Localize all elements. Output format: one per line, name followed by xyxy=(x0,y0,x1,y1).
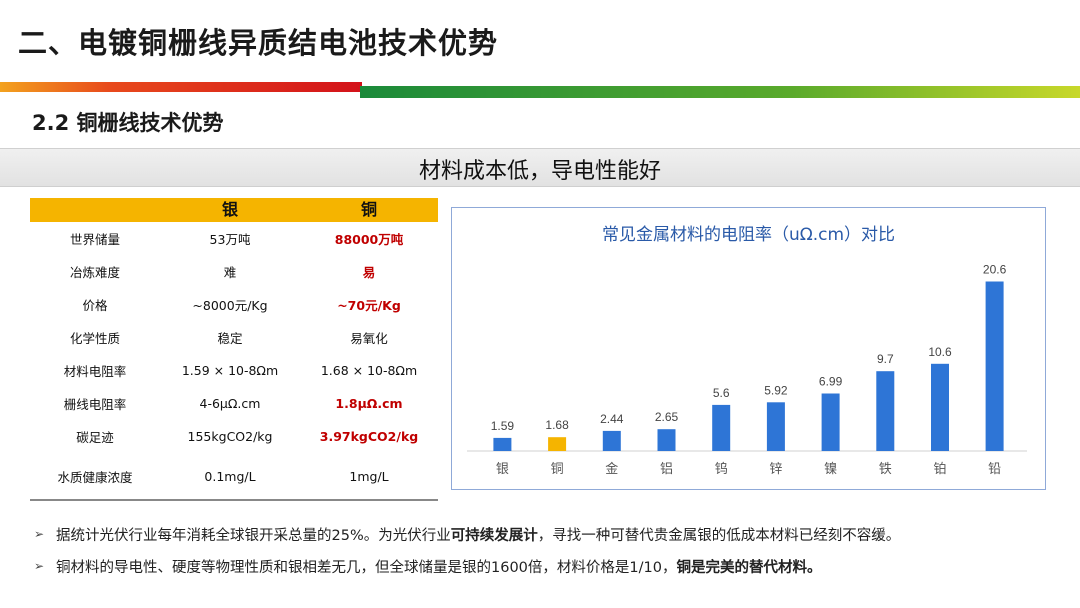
header-cell-copper: 铜 xyxy=(360,200,377,219)
row-label: 世界储量 xyxy=(69,232,120,247)
header-cell-empty xyxy=(30,198,160,222)
bar-6 xyxy=(821,393,840,451)
bullet-list: ➢ 据统计光伏行业每年消耗全球银开采总量的25%。为光伏行业 可持续发展计 ，寻找一… xyxy=(34,518,1074,582)
silver-value: 53万吨 xyxy=(209,232,251,247)
table-row: 材料电阻率 1.59 × 10-8Ωm 1.68 × 10-8Ωm xyxy=(30,354,438,387)
copper-value: 1.68 × 10-8Ωm xyxy=(320,363,418,378)
resistivity-chart: 常见金属材料的电阻率（uΩ.cm）对比 1.59 银 1.68 铜 2.44 金 2.65 铝… xyxy=(451,207,1046,490)
bullet-text-bold: 铜是完美的替代材料。 xyxy=(676,559,822,576)
bar-2 xyxy=(602,430,621,451)
row-label: 化学性质 xyxy=(69,331,120,346)
banner-text: 材料成本低，导电性能好 xyxy=(418,159,661,184)
bar-4 xyxy=(712,404,731,451)
bullet-text: ，寻找一种可替代贵金属银的低成本材料已经刻不容缓。 xyxy=(537,527,901,544)
category-label-5: 锌 xyxy=(769,462,782,477)
category-label-0: 银 xyxy=(496,462,509,477)
row-label: 材料电阻率 xyxy=(63,364,127,379)
title-accent-bar-green xyxy=(360,86,1080,98)
header-cell-silver: 银 xyxy=(221,200,238,219)
bar-5 xyxy=(766,402,785,451)
data-label-6: 6.99 xyxy=(819,375,843,389)
category-label-2: 金 xyxy=(605,461,618,477)
table-row: 碳足迹 155kgCO2/kg 3.97kgCO2/kg xyxy=(30,420,438,453)
silver-value: 稳定 xyxy=(217,331,243,346)
copper-value: 1mg/L xyxy=(349,468,389,484)
row-label: 冶炼难度 xyxy=(69,265,120,280)
bar-9 xyxy=(985,281,1004,451)
row-label: 碳足迹 xyxy=(76,430,114,445)
silver-value: 1.59 × 10-8Ωm xyxy=(181,363,279,378)
page-title: 二、电镀铜栅线异质结电池技术优势 xyxy=(18,26,499,60)
data-label-0: 1.59 xyxy=(491,419,515,433)
silver-value: ~8000元/Kg xyxy=(192,298,268,313)
category-label-1: 铜 xyxy=(551,462,564,477)
data-label-2: 2.44 xyxy=(600,412,624,426)
bullet-item: ➢ 铜材料的导电性、硬度等物理性质和银相差无几，但全球储量是银的1600倍，材料… xyxy=(34,550,1074,582)
category-label-9: 铅 xyxy=(988,462,1001,477)
bullet-text: 铜材料的导电性、硬度等物理性质和银相差无几，但全球储量是银的1600倍，材料价格… xyxy=(56,559,677,576)
table-row: 世界储量 53万吨 88000万吨 xyxy=(30,222,438,255)
bullet-item: ➢ 据统计光伏行业每年消耗全球银开采总量的25%。为光伏行业 可持续发展计 ，寻找一… xyxy=(34,518,1074,550)
data-label-3: 2.65 xyxy=(655,410,679,424)
arrow-bullet-icon: ➢ xyxy=(34,559,45,573)
bar-7 xyxy=(876,371,895,451)
table-row: 价格 ~8000元/Kg ~70元/Kg xyxy=(30,288,438,321)
silver-value: 155kgCO2/kg xyxy=(187,429,273,444)
copper-value: ~70元/Kg xyxy=(337,298,401,313)
bullet-text-bold: 可持续发展计 xyxy=(450,527,538,544)
arrow-bullet-icon: ➢ xyxy=(34,527,45,541)
bar-0 xyxy=(493,437,512,451)
category-label-8: 铂 xyxy=(933,461,946,477)
comparison-table: 银 铜 世界储量 53万吨 88000万吨 冶炼难度 难 易 价格 ~8000元… xyxy=(30,198,438,501)
silver-value: 难 xyxy=(223,265,237,280)
data-label-1: 1.68 xyxy=(545,418,569,432)
row-label: 水质健康浓度 xyxy=(57,469,133,485)
copper-value: 88000万吨 xyxy=(334,232,404,247)
table-row: 栅线电阻率 4-6μΩ.cm 1.8μΩ.cm xyxy=(30,387,438,420)
table-row: 冶炼难度 难 易 xyxy=(30,255,438,288)
table-row: 化学性质 稳定 易氧化 xyxy=(30,321,438,354)
title-accent-bar-red xyxy=(0,82,362,92)
silver-value: 4-6μΩ.cm xyxy=(199,396,261,411)
section-subtitle: 2.2 铜栅线技术优势 xyxy=(32,111,224,135)
row-label: 栅线电阻率 xyxy=(63,397,127,412)
chart-title: 常见金属材料的电阻率（uΩ.cm）对比 xyxy=(601,225,896,245)
category-label-6: 镍 xyxy=(824,462,837,477)
data-label-8: 10.6 xyxy=(928,345,952,359)
row-label: 价格 xyxy=(82,298,108,313)
category-label-4: 钨 xyxy=(715,461,728,477)
category-label-3: 铝 xyxy=(660,462,673,477)
copper-value: 3.97kgCO2/kg xyxy=(319,429,419,444)
bar-3 xyxy=(657,429,676,451)
bar-1 xyxy=(548,437,567,451)
data-label-5: 5.92 xyxy=(764,383,788,397)
bullet-text: 据统计光伏行业每年消耗全球银开采总量的25%。为光伏行业 xyxy=(56,527,451,544)
data-label-9: 20.6 xyxy=(983,263,1007,277)
banner: 材料成本低，导电性能好 xyxy=(0,148,1080,187)
table-header: 银 铜 xyxy=(30,198,438,222)
category-label-7: 铁 xyxy=(879,462,892,477)
table-row: 水质健康浓度 0.1mg/L 1mg/L xyxy=(30,453,438,501)
copper-value: 1.8μΩ.cm xyxy=(335,396,403,411)
chart-plot: 1.59 银 1.68 铜 2.44 金 2.65 铝 5.6 钨 5.92 锌 6.99 镍 9.7 铁 10… xyxy=(467,263,1027,477)
data-label-4: 5.6 xyxy=(713,386,730,400)
copper-value: 易氧化 xyxy=(350,331,388,346)
silver-value: 0.1mg/L xyxy=(204,468,256,484)
copper-value: 易 xyxy=(362,265,376,280)
data-label-7: 9.7 xyxy=(877,352,894,366)
bar-8 xyxy=(931,363,949,451)
